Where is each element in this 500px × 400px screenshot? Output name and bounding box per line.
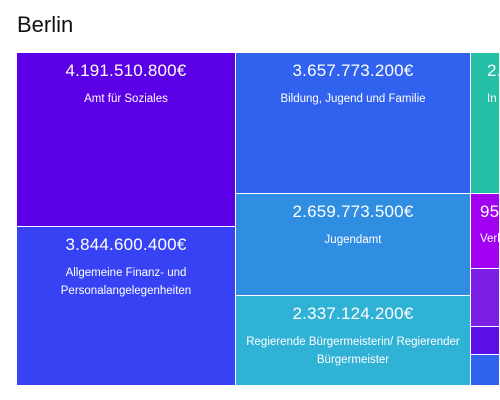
cell-value: 95 (480, 202, 500, 221)
cell-value: 2.659.773.500€ (292, 202, 414, 221)
treemap-cell-jugendamt[interactable]: 2.659.773.500€ Jugendamt (236, 194, 471, 296)
cell-value: 2.337.124.200€ (292, 304, 414, 323)
cell-value: 3.657.773.200€ (292, 61, 414, 80)
cell-value: 4.191.510.800€ (65, 61, 187, 80)
treemap-cell-truncated-teal[interactable]: 2. In (471, 53, 500, 194)
treemap-cell-regierende-buergermeisterin[interactable]: 2.337.124.200€ Regierende Bürgermeisteri… (236, 296, 471, 386)
cell-label: In (487, 93, 497, 105)
treemap-cell-bildung-jugend-familie[interactable]: 3.657.773.200€ Bildung, Jugend und Famil… (236, 53, 471, 194)
cell-label: Verk (480, 233, 499, 245)
cell-value: 3.844.600.400€ (65, 235, 187, 254)
cell-label: Regierende Bürgermeisterin/ Regierender … (246, 336, 460, 366)
treemap-cell-small-blue[interactable] (471, 355, 500, 386)
cell-label: Jugendamt (324, 234, 382, 246)
treemap-cell-truncated-verk[interactable]: 95 Verk (471, 194, 500, 269)
page-title: Berlin (17, 12, 74, 37)
cell-label: Amt für Soziales (84, 93, 168, 105)
treemap: 4.191.510.800€ Amt für Soziales 3.657.77… (17, 53, 500, 386)
cell-value: 2. (487, 61, 499, 80)
treemap-cell-small-indigo[interactable] (471, 327, 500, 355)
treemap-cell-amt-fuer-soziales[interactable]: 4.191.510.800€ Amt für Soziales (17, 53, 236, 227)
treemap-cell-small-violet[interactable] (471, 269, 500, 327)
cell-label: Allgemeine Finanz- und Personalangelegen… (60, 267, 192, 297)
cell-label: Bildung, Jugend und Familie (280, 93, 426, 105)
treemap-cell-allgemeine-finanz[interactable]: 3.844.600.400€ Allgemeine Finanz- und Pe… (17, 227, 236, 386)
